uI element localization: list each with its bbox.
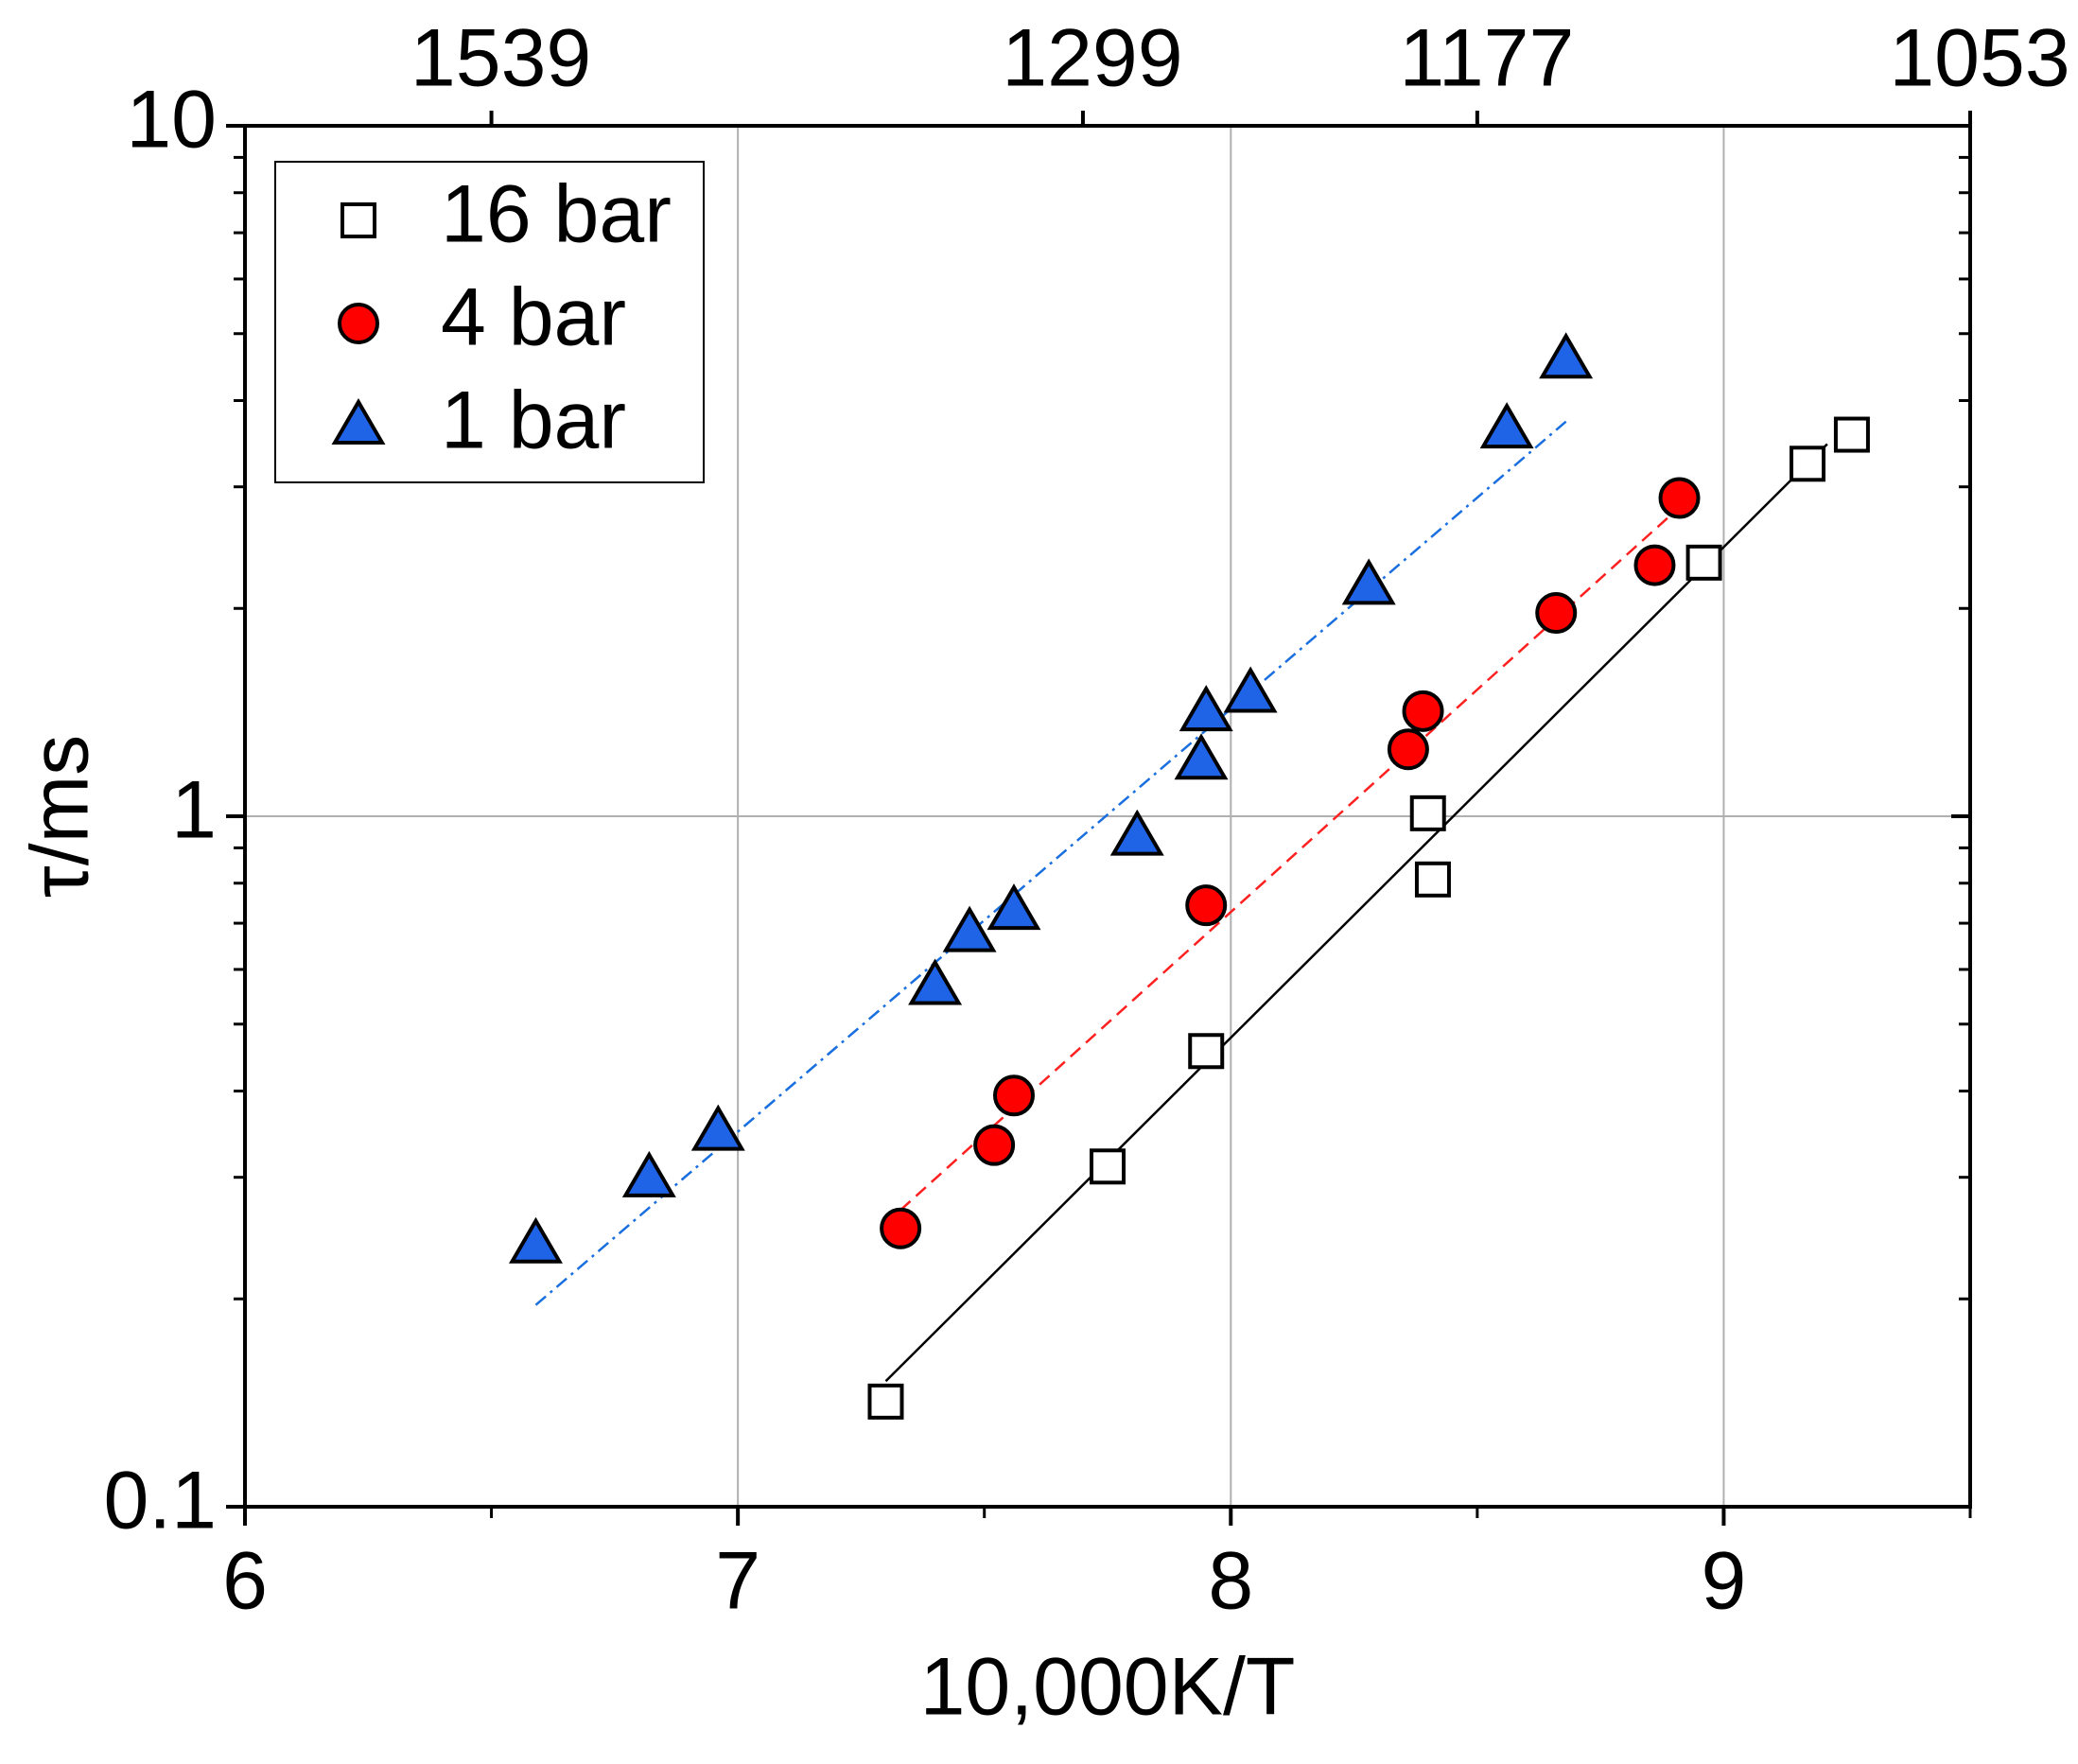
x-tick-label: 8 bbox=[1208, 1536, 1253, 1627]
legend-label: 4 bar bbox=[441, 272, 626, 363]
marker-circle bbox=[973, 1124, 1016, 1166]
marker-circle bbox=[1387, 728, 1429, 771]
x-axis-title: 10,000K/T bbox=[920, 1642, 1296, 1733]
y-axis-title: τ/ms bbox=[15, 735, 106, 899]
legend-label: 1 bar bbox=[441, 376, 626, 466]
top-x-tick-label: 1053 bbox=[1889, 13, 2069, 104]
marker-square bbox=[867, 1383, 904, 1420]
fit-line bbox=[884, 443, 1828, 1383]
marker-triangle bbox=[690, 1104, 745, 1151]
x-tick-label: 9 bbox=[1702, 1536, 1747, 1627]
top-x-tick-label: 1539 bbox=[410, 13, 591, 104]
marker-square bbox=[1833, 416, 1870, 453]
marker-triangle bbox=[1174, 733, 1229, 780]
marker-triangle bbox=[987, 883, 1041, 931]
x-tick-label: 7 bbox=[715, 1536, 760, 1627]
marker-circle bbox=[1535, 592, 1578, 635]
marker-triangle bbox=[1539, 332, 1594, 379]
marker-square bbox=[1414, 861, 1451, 898]
y-tick-label: 1 bbox=[171, 765, 217, 856]
marker-square bbox=[1685, 544, 1722, 581]
x-tick-label: 6 bbox=[222, 1536, 268, 1627]
marker-triangle bbox=[1223, 666, 1278, 713]
marker-triangle bbox=[1179, 685, 1233, 732]
marker-circle bbox=[1402, 690, 1444, 732]
marker-circle bbox=[880, 1207, 922, 1249]
marker-triangle bbox=[331, 398, 386, 445]
marker-square bbox=[1790, 445, 1826, 482]
marker-circle bbox=[1185, 884, 1228, 927]
marker-square bbox=[341, 202, 376, 238]
marker-triangle bbox=[621, 1150, 676, 1197]
top-x-tick-label: 1299 bbox=[1002, 13, 1182, 104]
marker-square bbox=[1090, 1148, 1126, 1185]
top-x-tick-label: 1177 bbox=[1399, 13, 1574, 104]
legend-label: 16 bar bbox=[441, 169, 672, 260]
marker-square bbox=[1188, 1033, 1225, 1070]
marker-triangle bbox=[942, 905, 997, 952]
marker-triangle bbox=[1341, 558, 1396, 605]
marker-circle bbox=[338, 303, 379, 344]
marker-triangle bbox=[908, 958, 963, 1005]
marker-triangle bbox=[1109, 809, 1164, 856]
y-tick-label: 0.1 bbox=[103, 1456, 217, 1546]
y-tick-label: 10 bbox=[126, 75, 217, 166]
marker-circle bbox=[992, 1074, 1035, 1117]
fit-line bbox=[534, 420, 1567, 1306]
marker-triangle bbox=[508, 1216, 563, 1264]
marker-square bbox=[1409, 795, 1446, 831]
marker-circle bbox=[1633, 544, 1676, 586]
marker-circle bbox=[1658, 477, 1701, 519]
marker-triangle bbox=[1479, 402, 1534, 449]
